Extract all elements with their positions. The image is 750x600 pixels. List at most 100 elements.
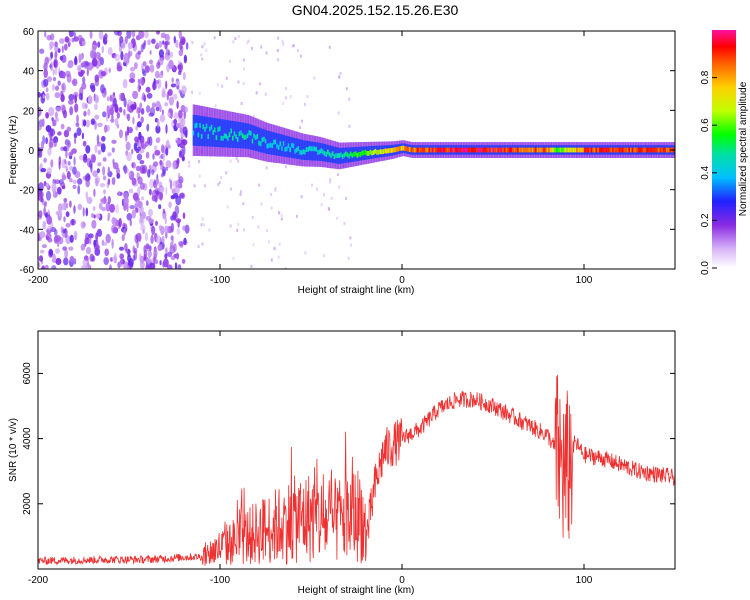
noise-blob bbox=[149, 245, 152, 252]
noise-speck bbox=[268, 240, 271, 244]
track-band bbox=[291, 137, 294, 159]
noise-speck bbox=[237, 80, 240, 84]
noise-blob bbox=[144, 31, 149, 39]
noise-blob bbox=[60, 182, 66, 188]
noise-blob bbox=[176, 122, 181, 129]
noise-blob bbox=[77, 203, 83, 211]
noise-blob bbox=[140, 142, 144, 149]
noise-blob bbox=[144, 65, 150, 73]
noise-blob bbox=[59, 38, 65, 44]
y-tick-label: 4000 bbox=[22, 427, 33, 450]
track-band bbox=[218, 118, 222, 148]
noise-blob bbox=[101, 197, 107, 205]
track-core bbox=[425, 147, 428, 153]
noise-blob bbox=[104, 248, 109, 257]
noise-blob bbox=[40, 141, 45, 150]
noise-blob bbox=[62, 71, 66, 79]
noise-blob bbox=[155, 220, 158, 226]
noise-blob bbox=[65, 70, 71, 78]
noise-speck bbox=[255, 91, 258, 95]
colorbar-label: Normalized spectral amplitude bbox=[738, 81, 749, 216]
noise-speck bbox=[242, 202, 245, 206]
track-core bbox=[223, 133, 226, 139]
track-core bbox=[207, 134, 210, 139]
noise-blob bbox=[160, 32, 167, 39]
track-core bbox=[612, 147, 615, 153]
noise-blob bbox=[102, 111, 107, 118]
noise-blob bbox=[149, 262, 156, 269]
track-core bbox=[510, 147, 513, 153]
track-core bbox=[346, 152, 349, 158]
noise-speck bbox=[221, 84, 224, 88]
track-core bbox=[649, 147, 652, 153]
track-band bbox=[210, 117, 213, 147]
noise-blob bbox=[87, 95, 93, 105]
track-core bbox=[220, 135, 223, 141]
track-core bbox=[395, 147, 398, 152]
noise-blob bbox=[170, 255, 176, 261]
track-core bbox=[410, 147, 413, 153]
noise-speck bbox=[198, 91, 201, 95]
track-core bbox=[454, 147, 457, 153]
noise-blob bbox=[111, 217, 117, 225]
noise-blob bbox=[149, 188, 152, 196]
noise-blob bbox=[101, 135, 106, 142]
y-tick-label: 6000 bbox=[22, 362, 33, 385]
track-core bbox=[399, 146, 402, 151]
noise-speck bbox=[198, 160, 201, 164]
x-tick-label: 100 bbox=[576, 575, 593, 586]
track-core bbox=[349, 151, 353, 157]
noise-blob bbox=[181, 38, 185, 46]
noise-blob bbox=[100, 143, 106, 153]
noise-blob bbox=[175, 218, 182, 224]
track-core bbox=[610, 147, 613, 153]
track-core bbox=[228, 132, 231, 138]
noise-blob bbox=[106, 96, 110, 102]
track-band bbox=[220, 119, 223, 148]
noise-blob bbox=[53, 58, 59, 69]
noise-blob bbox=[67, 161, 71, 166]
track-core bbox=[548, 147, 551, 153]
track-core bbox=[353, 151, 356, 157]
track-core bbox=[515, 147, 518, 153]
noise-blob bbox=[135, 125, 138, 131]
noise-blob bbox=[172, 93, 178, 100]
track-core bbox=[662, 147, 665, 153]
track-core bbox=[608, 147, 611, 153]
noise-blob bbox=[39, 191, 44, 199]
noise-blob bbox=[112, 162, 119, 170]
track-core bbox=[467, 147, 471, 153]
track-core bbox=[243, 135, 246, 140]
track-core bbox=[254, 135, 258, 140]
colorbar-tick-label: 0.0 bbox=[700, 261, 711, 275]
track-core bbox=[266, 143, 269, 149]
noise-blob bbox=[69, 200, 72, 208]
noise-blob bbox=[129, 205, 135, 210]
noise-blob bbox=[143, 40, 147, 46]
track-core bbox=[597, 147, 600, 153]
track-core bbox=[656, 147, 659, 153]
noise-blob bbox=[57, 131, 62, 136]
noise-speck bbox=[270, 193, 273, 196]
track-core bbox=[269, 142, 272, 148]
track-core bbox=[192, 130, 195, 136]
track-core bbox=[648, 147, 651, 153]
noise-blob bbox=[85, 207, 89, 217]
noise-blob bbox=[78, 34, 83, 40]
track-core bbox=[302, 149, 305, 155]
noise-blob bbox=[85, 61, 90, 66]
noise-blob bbox=[142, 70, 147, 77]
track-core bbox=[620, 147, 623, 153]
noise-blob bbox=[150, 234, 154, 244]
noise-blob bbox=[161, 87, 166, 95]
track-band bbox=[215, 118, 218, 147]
noise-blob bbox=[77, 178, 83, 185]
noise-blob bbox=[109, 94, 113, 102]
noise-blob bbox=[157, 73, 164, 79]
noise-speck bbox=[278, 211, 281, 215]
track-core bbox=[312, 146, 315, 152]
track-core bbox=[204, 127, 207, 132]
track-core bbox=[297, 146, 300, 151]
track-band bbox=[248, 123, 251, 150]
x-tick-label: 0 bbox=[399, 575, 405, 586]
